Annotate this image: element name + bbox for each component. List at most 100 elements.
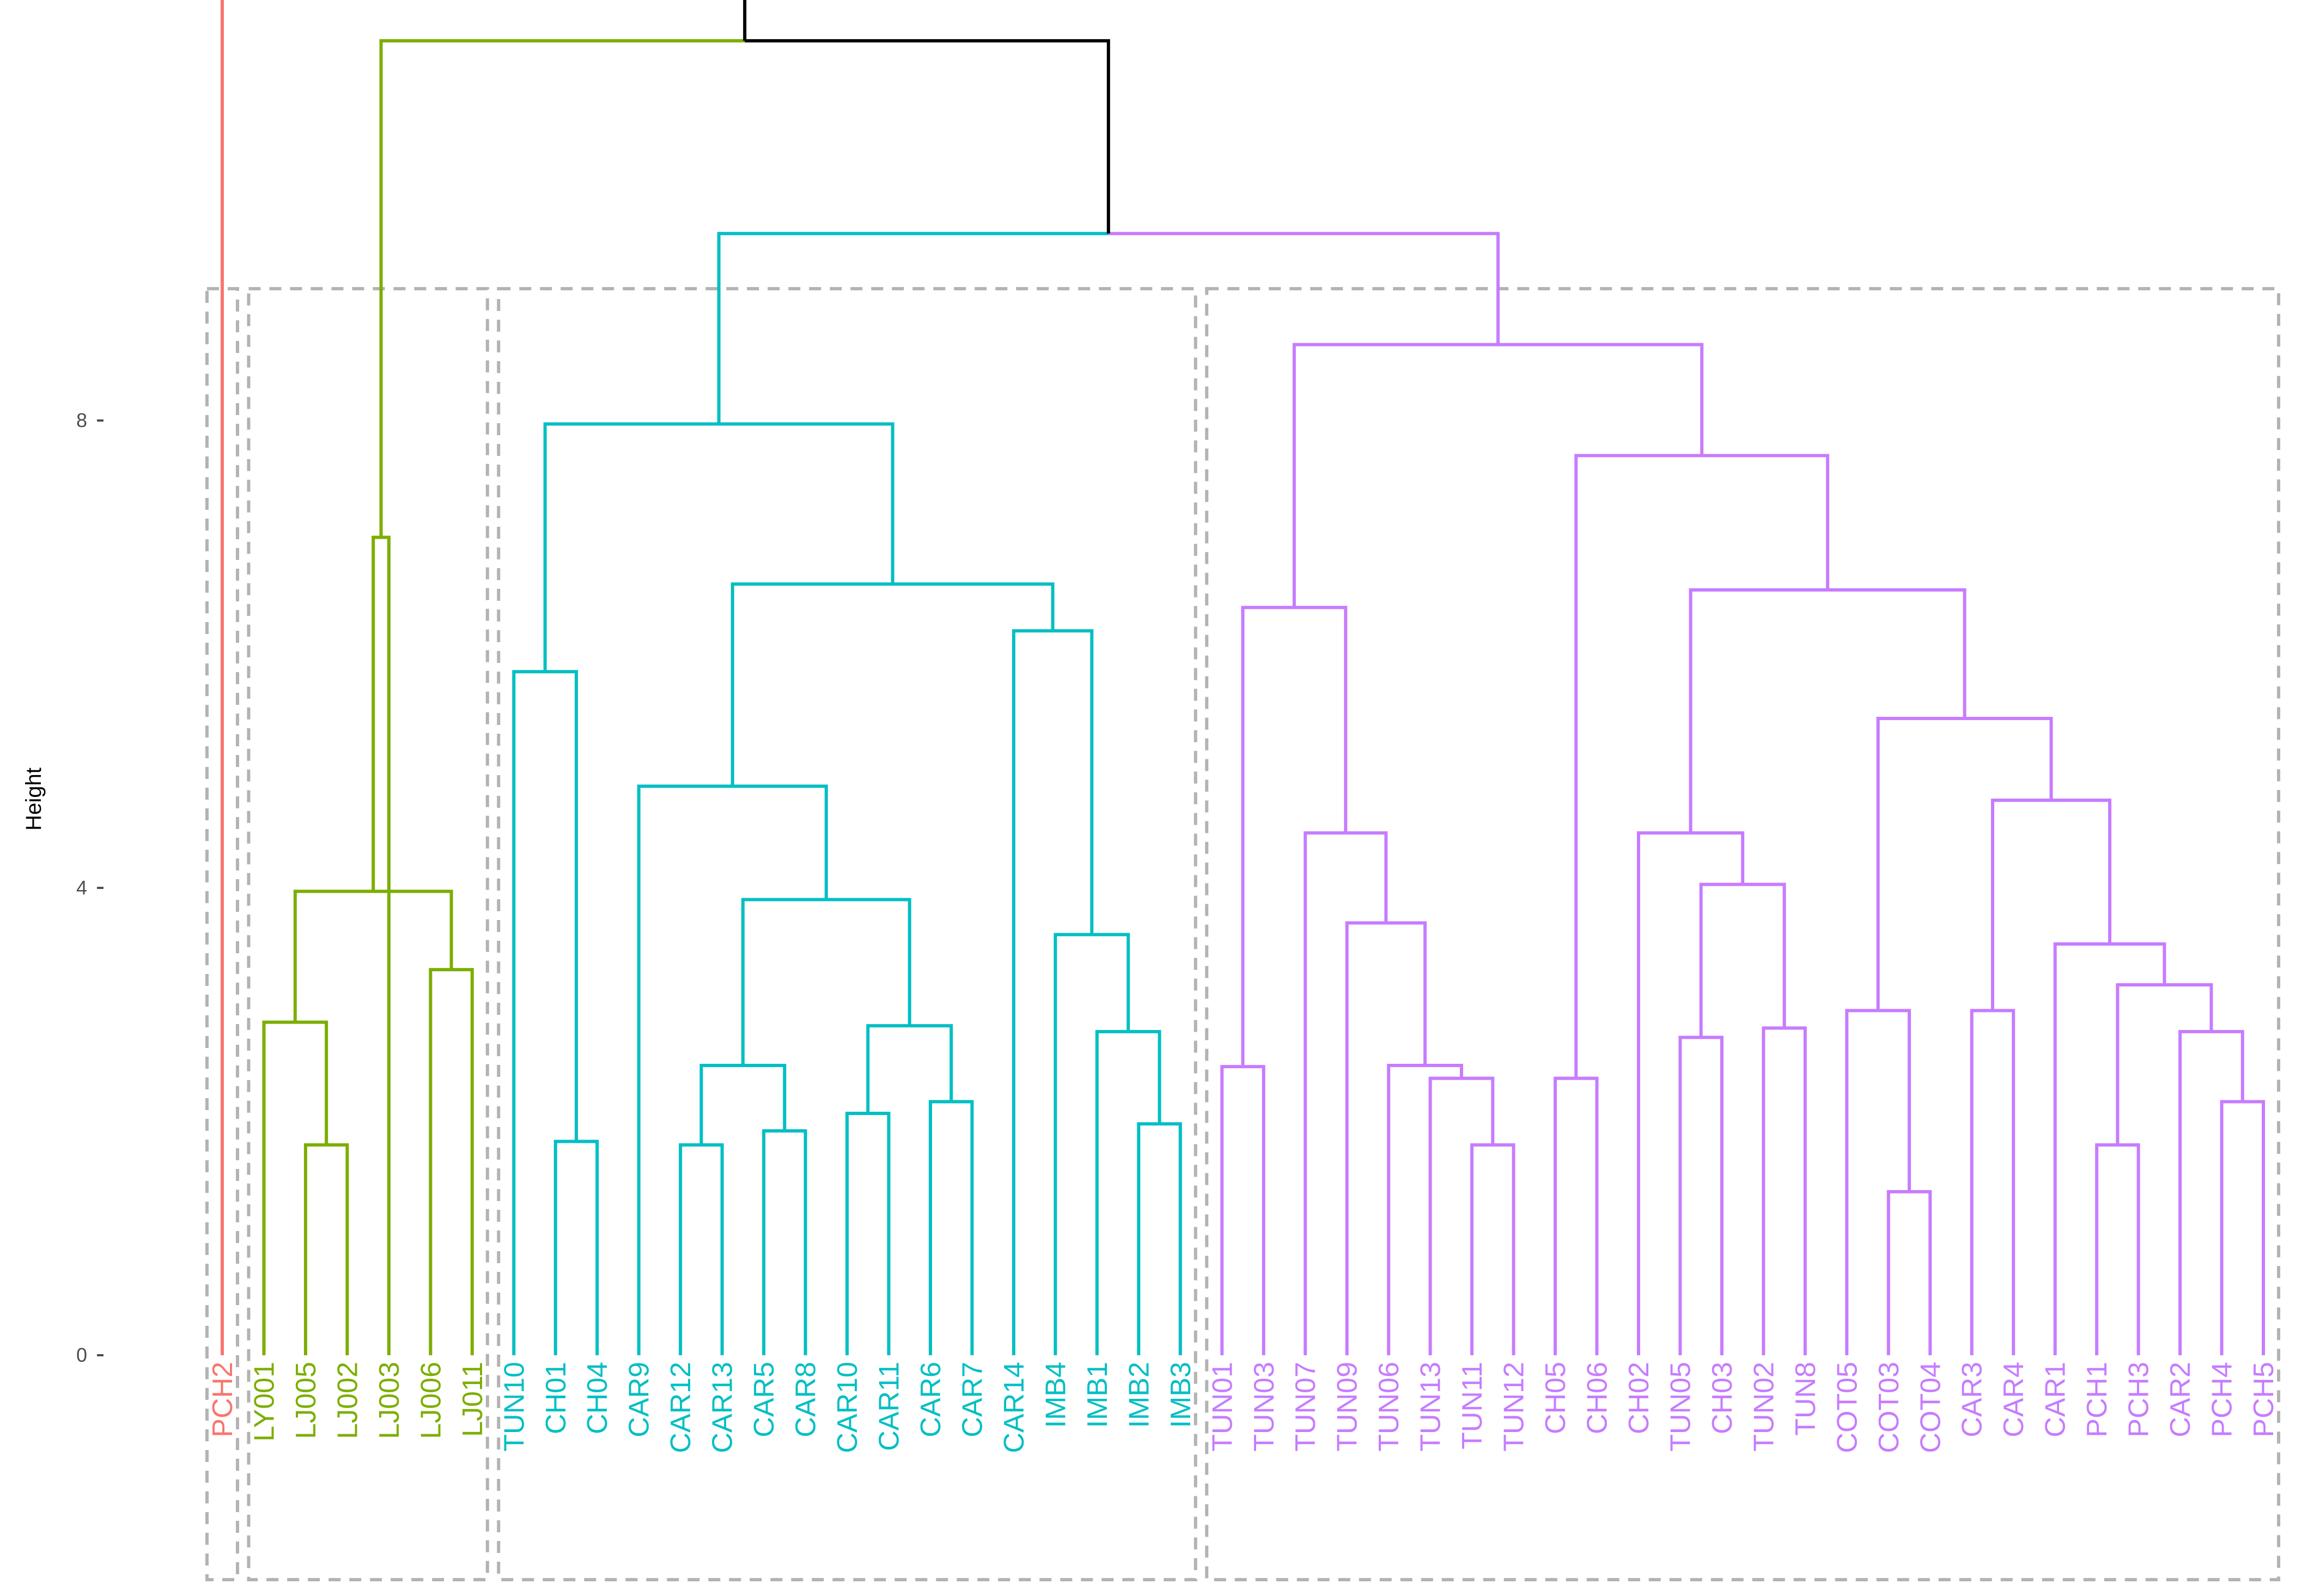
branch-n29-right xyxy=(1576,1076,1599,1355)
leaf-label-car11: CAR11 xyxy=(874,1362,905,1451)
leaf-label-ch02: CH02 xyxy=(1623,1362,1655,1434)
branch-n38-left xyxy=(2220,1100,2243,1355)
branch-n48-left xyxy=(379,39,745,538)
branch-n33-left xyxy=(1636,831,1691,1355)
leaf-label-tun12: TUN12 xyxy=(1499,1362,1530,1452)
branch-n22-left xyxy=(1220,1065,1243,1355)
branch-n11-left xyxy=(845,1111,868,1355)
branch-n27-left xyxy=(1304,831,1346,1355)
branch-n25-right xyxy=(1425,1064,1463,1079)
branch-n35-right xyxy=(1878,1009,1911,1192)
branch-n34-left xyxy=(1886,1190,1910,1355)
leaf-label-pch5: PCH5 xyxy=(2248,1362,2280,1437)
leaf-label-tun03: TUN03 xyxy=(1249,1362,1280,1452)
branch-n26-left xyxy=(1345,921,1386,1355)
leaf-label-car1: CAR1 xyxy=(2040,1362,2072,1437)
leaf-label-ly001: LY001 xyxy=(248,1362,280,1442)
branch-n7-left xyxy=(512,670,545,1355)
branch-n10-right xyxy=(742,1064,787,1131)
branch-n37-right xyxy=(2117,1143,2140,1355)
branch-n21-right xyxy=(718,422,894,584)
leaf-label-car12: CAR12 xyxy=(665,1362,697,1453)
leaf-label-ch01: CH01 xyxy=(540,1362,572,1434)
leaf-label-imb3: IMB3 xyxy=(1165,1362,1197,1428)
branch-n13-left xyxy=(866,1024,910,1113)
branch-n46-left xyxy=(1292,343,1499,608)
leaf-label-lj006: LJ006 xyxy=(415,1362,447,1439)
branch-n46-right xyxy=(1498,343,1704,456)
branch-n23-left xyxy=(1470,1143,1493,1355)
leaf-label-tun02: TUN02 xyxy=(1748,1362,1780,1452)
branch-n8-right xyxy=(701,1143,724,1355)
branch-n27-right xyxy=(1345,831,1388,923)
branch-n12-left xyxy=(928,1100,952,1355)
branch-n48-right xyxy=(745,39,1110,234)
branch-n6-left xyxy=(553,1140,576,1355)
y-tick-label-4: 4 xyxy=(76,876,87,899)
branch-n22-right xyxy=(1243,1065,1265,1355)
branch-n17-left xyxy=(1095,1030,1129,1355)
leaf-label-car9: CAR9 xyxy=(624,1362,655,1437)
leaf-label-imb2: IMB2 xyxy=(1123,1362,1155,1428)
leaf-label-car8: CAR8 xyxy=(790,1362,822,1437)
branch-n36-right xyxy=(1992,1009,2015,1355)
branch-n11-right xyxy=(868,1111,891,1355)
leaf-label-cot05: COT05 xyxy=(1831,1362,1863,1453)
leaf-label-cot03: COT03 xyxy=(1873,1362,1905,1453)
leaf-label-car3: CAR3 xyxy=(1957,1362,1988,1437)
branch-n3-right xyxy=(451,968,474,1355)
cluster-boxes xyxy=(205,287,2281,1581)
leaf-label-imb4: IMB4 xyxy=(1040,1362,1071,1428)
branch-n16-left xyxy=(1137,1122,1160,1355)
leaf-label-tun13: TUN13 xyxy=(1415,1362,1447,1452)
branch-n40-left xyxy=(2116,983,2165,1145)
leaf-label-lj005: LJ005 xyxy=(290,1362,322,1439)
leaf-label-lj011: LJ011 xyxy=(457,1362,489,1437)
y-axis: 0 4 8 xyxy=(76,409,103,1366)
branch-n41-left xyxy=(2053,942,2110,1355)
branch-n15-left xyxy=(637,784,733,1355)
branch-n14-left xyxy=(741,898,826,1066)
branch-n19-left xyxy=(1012,629,1053,1355)
branch-n13-right xyxy=(909,1024,953,1102)
branch-n19-right xyxy=(1052,629,1094,935)
branch-n36-left xyxy=(1970,1009,1993,1355)
leaf-label-tun09: TUN09 xyxy=(1332,1362,1363,1452)
leaf-label-car13: CAR13 xyxy=(707,1362,739,1453)
branch-n45-left xyxy=(1574,454,1702,1079)
branch-n2-left xyxy=(262,1020,295,1355)
branch-n30-left xyxy=(1678,1035,1701,1355)
y-tick-label-8: 8 xyxy=(76,409,87,431)
branch-n12-right xyxy=(951,1100,974,1355)
leaf-label-lj003: LJ003 xyxy=(374,1362,405,1439)
branch-n18-left xyxy=(1054,933,1092,1355)
branch-n42-left xyxy=(1990,799,2051,1011)
leaf-label-cot04: COT04 xyxy=(1915,1362,1946,1453)
branch-n41-right xyxy=(2110,942,2166,985)
branch-n47-right xyxy=(1108,232,1500,345)
branch-n16-right xyxy=(1159,1122,1182,1355)
branch-n25-left xyxy=(1387,1064,1426,1355)
branch-n39-right xyxy=(2211,1030,2244,1102)
branch-n8-left xyxy=(679,1143,702,1355)
leaf-label-car14: CAR14 xyxy=(998,1362,1030,1453)
leaf-label-tun10: TUN10 xyxy=(498,1362,530,1452)
branch-n17-right xyxy=(1128,1030,1161,1124)
leaf-labels: PCH2 LY001 LJ005 LJ002 LJ003 LJ006 LJ011 TUN10 C… xyxy=(207,1362,2280,1453)
branch-n21-left xyxy=(543,422,719,672)
branch-n3-left xyxy=(429,968,452,1355)
branch-n34-right xyxy=(1909,1190,1932,1355)
branch-n29-left xyxy=(1554,1076,1576,1355)
branch-n32-right xyxy=(1743,882,1786,1028)
leaf-label-ch03: CH03 xyxy=(1707,1362,1738,1434)
leaf-label-car5: CAR5 xyxy=(748,1362,780,1437)
branch-n33-right xyxy=(1690,831,1745,885)
branch-n9-left xyxy=(762,1129,785,1355)
dendrogram-branches xyxy=(221,0,2266,1355)
leaf-label-car4: CAR4 xyxy=(1998,1362,2030,1437)
branch-n40-right xyxy=(2164,983,2213,1032)
leaf-label-pch2: PCH2 xyxy=(207,1362,239,1437)
branch-n1-left xyxy=(303,1143,327,1355)
branch-n44-left xyxy=(1689,588,1828,833)
